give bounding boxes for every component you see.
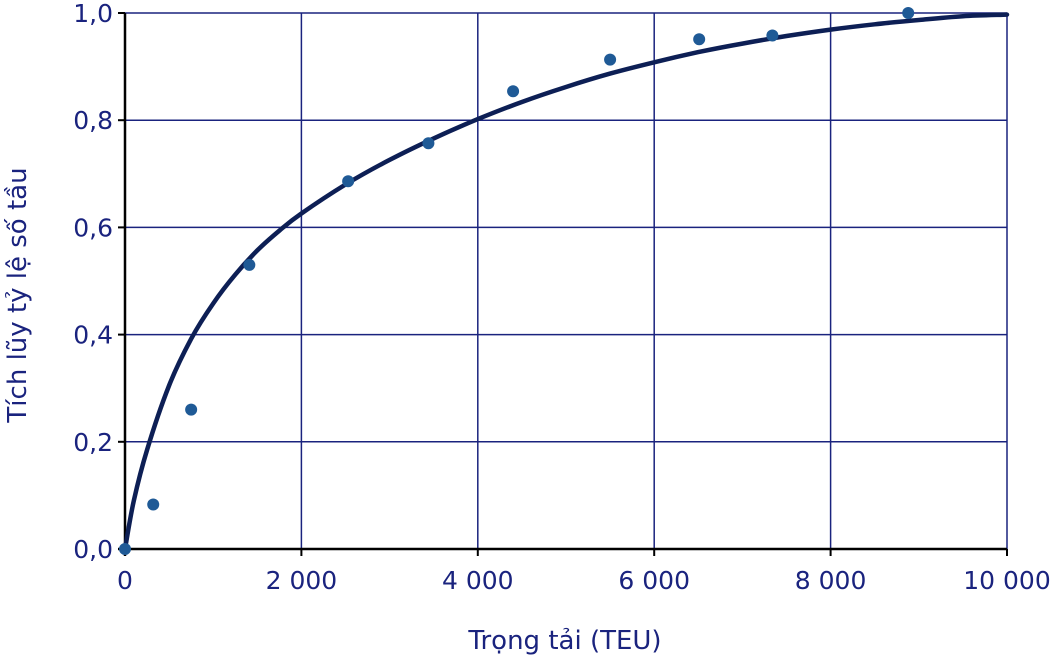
x-tick-label: 6 000 [618,566,690,595]
y-axis-title: Tích lũy tỷ lệ số tầu [3,167,33,423]
x-tick-label: 2 000 [266,566,338,595]
data-points-layer [119,7,915,555]
data-point [422,137,435,150]
data-point [507,85,520,98]
y-tick-label: 1,0 [73,0,113,28]
data-point [185,403,198,416]
x-tick-label: 8 000 [795,566,867,595]
x-tick-label: 4 000 [442,566,514,595]
fitted-curve-line [122,12,1010,552]
data-point [902,7,915,19]
data-point [693,33,706,46]
data-point [147,498,160,511]
x-axis-title: Trọng tải (TEU) [467,626,661,656]
axes [118,12,1008,556]
x-tick-label: 0 [117,566,133,595]
y-tick-label: 0,4 [73,321,113,350]
data-point [243,258,256,271]
x-tick-labels: 0 2 000 4 000 6 000 8 000 10 000 [117,566,1051,595]
x-tick-label: 10 000 [963,566,1050,595]
y-tick-label: 0,6 [73,213,113,242]
y-tick-labels: 0,0 0,2 0,4 0,6 0,8 1,0 [73,0,113,564]
data-point [119,543,131,555]
data-point [766,29,779,42]
data-point [342,175,355,188]
y-tick-label: 0,8 [73,106,113,135]
data-point [604,53,617,66]
grid-lines [124,12,1008,550]
y-tick-label: 0,0 [73,535,113,564]
y-tick-label: 0,2 [73,428,113,457]
fitted-curve-layer [122,12,1010,552]
